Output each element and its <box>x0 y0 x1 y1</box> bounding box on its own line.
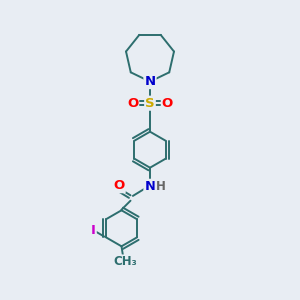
Text: N: N <box>144 75 156 88</box>
Text: O: O <box>127 97 138 110</box>
Text: CH₃: CH₃ <box>113 255 137 268</box>
Text: I: I <box>91 224 96 237</box>
Text: H: H <box>156 180 165 193</box>
Text: N: N <box>144 180 156 193</box>
Text: S: S <box>145 97 155 110</box>
Text: O: O <box>113 179 125 192</box>
Text: O: O <box>162 97 173 110</box>
